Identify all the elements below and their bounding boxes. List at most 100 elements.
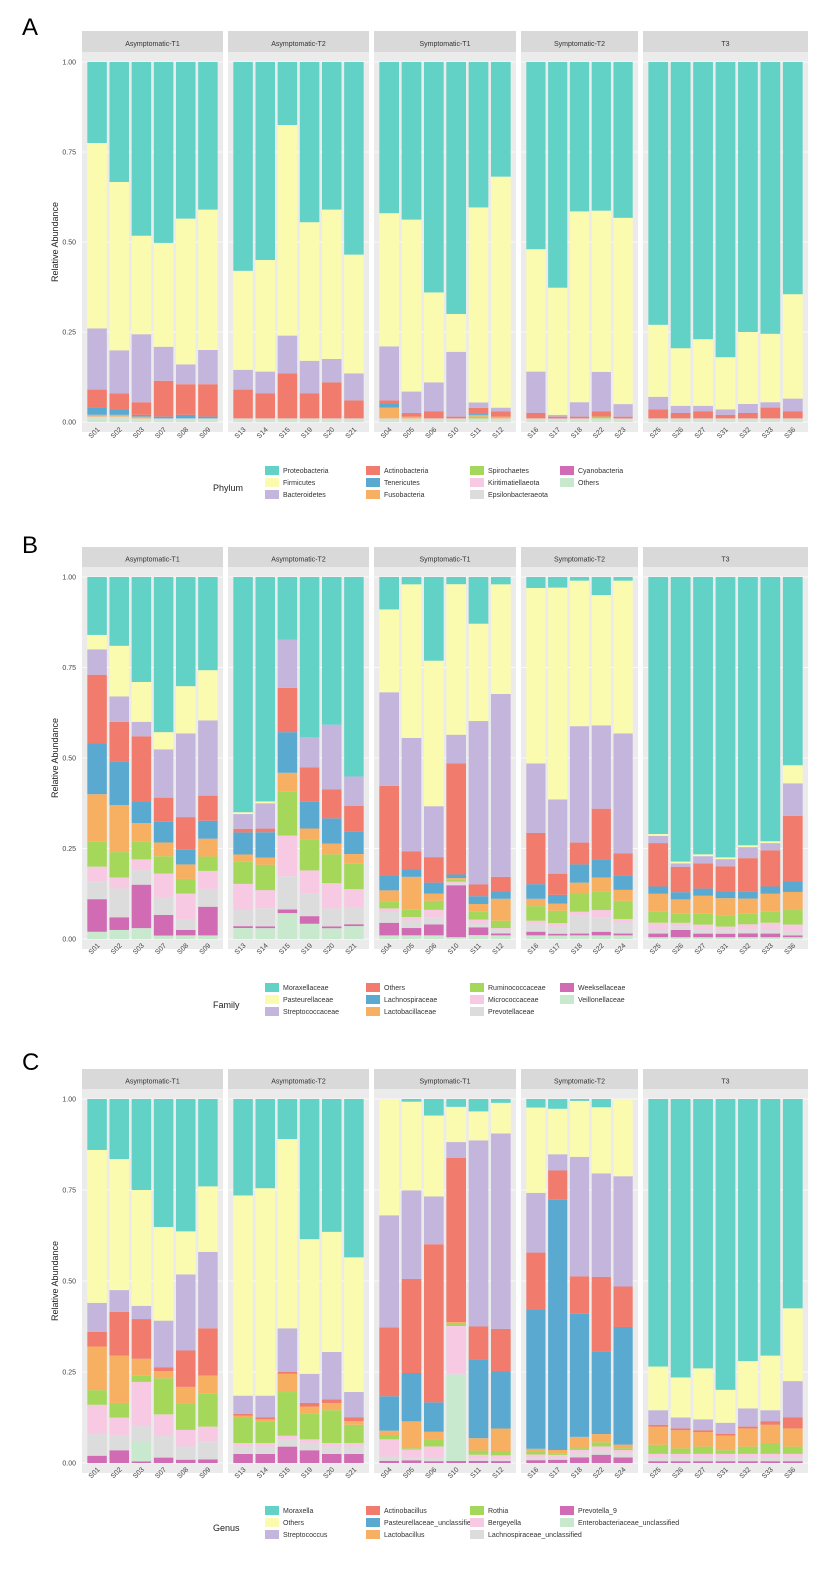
bar-segment-weeksellaceae (379, 922, 399, 936)
bar-segment-prevotella-9 (591, 1454, 611, 1463)
legend-title: Phylum (213, 483, 243, 493)
legend-swatch (560, 1506, 574, 1515)
bar-segment-proteobacteria (175, 62, 196, 219)
bar-segment-others (321, 789, 342, 819)
bar-segment-prevotella-9 (569, 1457, 590, 1463)
bar-segment-streptococcaceae (648, 835, 669, 844)
bar-segment-firmicutes (693, 339, 713, 406)
bar-segment-prevotellaceae (693, 929, 713, 934)
bar-segment-moraxella (424, 1099, 444, 1116)
bar-segment-pasteurellaceae (255, 801, 276, 804)
bar-segment-moraxella (526, 1099, 546, 1108)
bar-segment-others (153, 797, 174, 822)
bar-segment-rothia (379, 1435, 399, 1440)
legend-swatch (366, 983, 380, 992)
bar-segment-micrococcaceae (468, 919, 489, 924)
bar-segment-actinobacteria (760, 407, 781, 419)
legend-swatch (265, 466, 279, 475)
bar-segment-actinobacillus (321, 1399, 342, 1403)
bar-segment-lachnospiraceae-unclassified (153, 1435, 174, 1458)
bar-segment-fusobacteria (131, 416, 152, 419)
bar-segment-firmicutes (569, 211, 590, 403)
bar-segment-veillonellaceae (321, 928, 342, 939)
bar-segment-pasteurellaceae (693, 854, 713, 857)
bar-segment-moraxellaceae (344, 577, 364, 777)
legend-swatch (560, 478, 574, 487)
bar-segment-lachnospiraceae (175, 849, 196, 865)
bar-segment-bergeyella (255, 1442, 276, 1447)
legend-swatch (470, 478, 484, 487)
y-axis-title: Relative Abundance (50, 1241, 60, 1321)
bar-segment-prevotellaceae (131, 870, 152, 885)
bar-segment-micrococcaceae (175, 893, 196, 919)
bar-segment-micrococcaceae (321, 883, 342, 909)
bar-segment-lachnospiraceae (344, 831, 364, 855)
bar-segment-lactobacillus (548, 1450, 568, 1454)
bar-segment-others (760, 420, 781, 422)
bar-segment-firmicutes (591, 210, 611, 372)
bar-segment-others (613, 1099, 633, 1177)
bar-segment-pasteurellaceae (468, 623, 489, 722)
bar-segment-spirochaetes (468, 416, 489, 419)
bar-segment-veillonellaceae (131, 928, 152, 939)
bar-segment-proteobacteria (468, 62, 489, 208)
bar-segment-streptococcaceae (591, 725, 611, 809)
bar-segment-ruminococcaceae (424, 900, 444, 910)
bar-segment-bergeyella (175, 1429, 196, 1447)
legend-label: Lactobacillus (384, 1532, 425, 1539)
legend-label: Pasteurellaceae_unclassified (384, 1520, 475, 1527)
bar-segment-proteobacteria (379, 62, 399, 214)
bar-segment-moraxella (670, 1099, 691, 1378)
bar-segment-weeksellaceae (109, 917, 130, 930)
bar-segment-prevotella-9 (468, 1460, 489, 1463)
bar-segment-firmicutes (468, 207, 489, 403)
legend-label: Cyanobacteria (578, 468, 623, 475)
bar-segment-epsilonbacteraeota (233, 418, 253, 421)
bar-segment-weeksellaceae (468, 927, 489, 936)
bar-segment-veillonellaceae (738, 937, 758, 939)
bar-segment-lactobacillaceae (591, 877, 611, 892)
bar-segment-bergeyella (715, 1453, 736, 1458)
bar-segment-prevotellaceae (782, 931, 803, 936)
bar-segment-proteobacteria (233, 62, 253, 271)
bar-segment-epsilonbacteraeota (569, 418, 590, 421)
bar-segment-moraxella (569, 1099, 590, 1101)
legend: Phylum Proteobacteria Firmicutes Bacteroide… (213, 466, 623, 499)
bar-segment-others (715, 866, 736, 892)
bar-segment-moraxella (277, 1099, 298, 1140)
bar-segment-prevotellaceae (591, 917, 611, 932)
bar-segment-veillonellaceae (468, 935, 489, 939)
legend-swatch (560, 983, 574, 992)
bar-segment-lachnospiraceae (468, 896, 489, 904)
bar-segment-rothia (255, 1421, 276, 1443)
bar-segment-pasteurellaceae (175, 686, 196, 734)
bar-segment-proteobacteria (109, 62, 130, 182)
bar-segment-micrococcaceae (548, 923, 568, 927)
bar-segment-moraxellaceae (175, 577, 196, 687)
bar-segment-prevotella-9 (153, 1457, 174, 1463)
bar-segment-lachnospiraceae (670, 892, 691, 900)
y-tick-label: 0.75 (62, 665, 76, 672)
bar-segment-streptococcaceae (153, 749, 174, 798)
bar-segment-actinobacteria (715, 414, 736, 419)
bar-segment-lachnospiraceae (109, 761, 130, 806)
bar-segment-veillonellaceae (782, 937, 803, 939)
bar-segment-micrococcaceae (591, 910, 611, 918)
bar-segment-prevotellaceae (738, 929, 758, 934)
bar-segment-actinobacillus (401, 1278, 422, 1374)
bar-segment-moraxella (87, 1099, 107, 1150)
bar-segment-actinobacillus (526, 1252, 546, 1310)
bar-segment-lachnospiraceae (379, 875, 399, 891)
bar-segment-lactobacillaceae (468, 903, 489, 912)
legend-label: Others (578, 480, 600, 487)
bar-segment-actinobacillus (299, 1402, 320, 1407)
bar-segment-prevotellaceae (344, 907, 364, 925)
bar-segment-streptococcus (233, 1395, 253, 1414)
bar-segment-others (526, 832, 546, 885)
bar-segment-pasteurellaceae (446, 584, 466, 735)
bar-segment-lachnospiraceae (198, 820, 218, 839)
bar-segment-others (198, 795, 218, 821)
bar-segment-lactobacillus (446, 1322, 466, 1325)
bar-segment-prevotellaceae (424, 917, 444, 925)
bar-segment-spirochaetes (591, 416, 611, 419)
